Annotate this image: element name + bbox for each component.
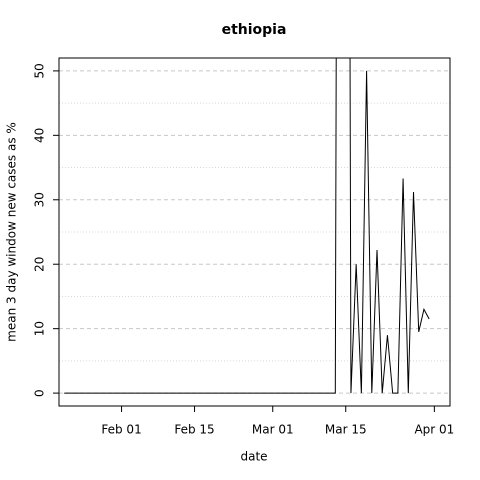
y-tick-label: 20: [33, 257, 47, 272]
y-tick-label: 10: [33, 321, 47, 336]
y-tick-label: 40: [33, 128, 47, 143]
plot-area: [64, 58, 430, 394]
x-tick-label: Mar 01: [252, 423, 294, 437]
chart-title: ethiopia: [222, 22, 287, 38]
x-tick-label: Apr 01: [414, 423, 454, 437]
x-tick-label: Feb 15: [174, 423, 214, 437]
y-tick-label: 30: [33, 192, 47, 207]
plot-frame: [58, 57, 451, 407]
grid: [59, 70, 450, 394]
x-axis-label: date: [240, 450, 267, 464]
y-axis-label: mean 3 day window new cases as %: [5, 122, 19, 342]
data-line: [64, 58, 430, 394]
x-tick-label: Feb 01: [101, 423, 141, 437]
x-tick-label: Mar 15: [325, 423, 367, 437]
y-tick-label: 0: [33, 389, 47, 397]
y-tick-label: 50: [33, 63, 47, 78]
